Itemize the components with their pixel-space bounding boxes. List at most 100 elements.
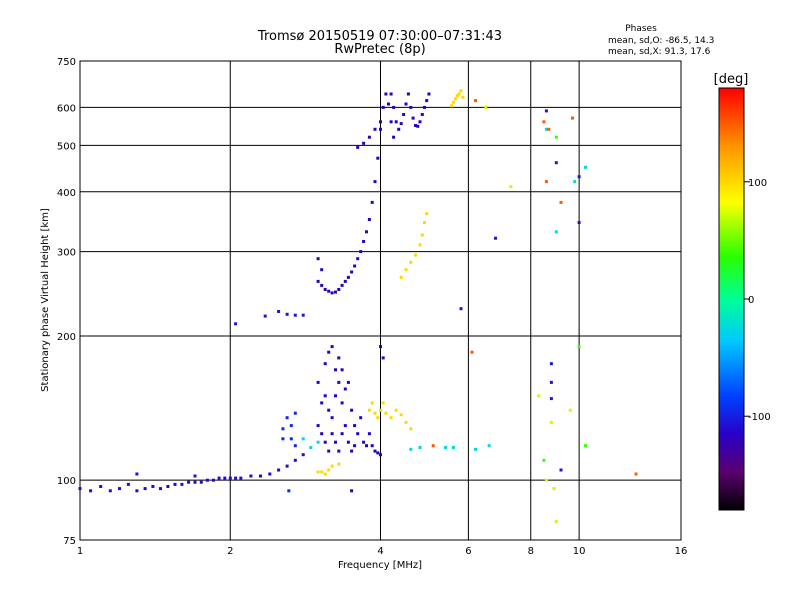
y-tick-label: 500	[57, 141, 76, 152]
data-point	[316, 424, 320, 428]
data-point	[544, 127, 548, 131]
data-point	[359, 250, 363, 254]
data-point	[159, 487, 162, 491]
data-point	[404, 102, 408, 106]
y-tick-label: 100	[57, 476, 76, 487]
data-point	[370, 444, 374, 448]
data-point	[397, 127, 401, 131]
data-point	[301, 453, 305, 457]
data-point	[337, 449, 341, 453]
data-point	[135, 489, 139, 493]
data-point	[474, 99, 477, 103]
data-point	[379, 345, 382, 349]
data-point	[399, 275, 403, 279]
data-point	[404, 268, 408, 272]
data-point	[544, 109, 548, 113]
data-point	[340, 368, 344, 372]
data-point	[289, 437, 293, 441]
data-point	[356, 432, 360, 436]
x-tick-label: 10	[573, 546, 586, 557]
data-point	[316, 380, 320, 384]
data-point	[327, 408, 331, 412]
data-point	[416, 124, 420, 128]
data-point	[78, 487, 82, 491]
data-point	[211, 478, 215, 482]
data-point	[461, 95, 465, 99]
data-point	[554, 519, 558, 523]
data-point	[402, 113, 406, 116]
data-point	[293, 444, 297, 448]
data-point	[268, 472, 272, 476]
data-point	[323, 288, 327, 291]
x-tick-label: 4	[377, 546, 383, 557]
x-tick-label: 8	[528, 546, 534, 557]
data-point	[277, 310, 281, 313]
data-point	[353, 424, 357, 428]
phase-info-x: mean, sd,X: 91.3, 17.6	[608, 47, 711, 57]
data-point	[316, 257, 320, 261]
data-point	[301, 437, 305, 441]
data-point	[320, 401, 324, 405]
data-point	[350, 489, 354, 493]
data-point	[367, 135, 371, 139]
y-tick-label: 750	[57, 57, 76, 68]
colorbar-ticks: 100 0 -100	[744, 178, 771, 423]
data-point	[455, 94, 459, 98]
data-point	[376, 451, 380, 455]
data-point	[263, 314, 267, 318]
data-point	[135, 472, 139, 476]
data-point	[340, 432, 344, 436]
data-point	[399, 413, 403, 417]
colorbar-label: [deg]	[714, 72, 749, 87]
data-point	[239, 476, 243, 480]
data-point	[376, 156, 380, 160]
data-point	[584, 444, 587, 448]
data-point	[330, 464, 334, 468]
data-point	[277, 468, 281, 472]
data-point	[343, 279, 347, 283]
data-point	[346, 380, 350, 384]
data-point	[327, 289, 331, 293]
data-point	[334, 394, 337, 398]
data-point	[316, 440, 320, 444]
data-point	[217, 476, 221, 480]
data-point	[384, 411, 388, 415]
data-point	[573, 180, 577, 184]
data-point	[373, 127, 377, 131]
data-point	[544, 180, 548, 184]
data-point	[223, 476, 227, 480]
data-point	[293, 411, 297, 415]
data-point	[340, 283, 344, 287]
data-point	[143, 487, 147, 491]
data-point	[353, 264, 357, 268]
data-point	[370, 401, 374, 405]
data-point	[389, 416, 393, 420]
data-point	[474, 447, 477, 451]
data-point	[459, 307, 463, 311]
data-point	[423, 105, 426, 109]
data-point	[346, 440, 350, 444]
data-point	[423, 221, 426, 224]
data-point	[406, 92, 410, 96]
data-point	[187, 480, 191, 484]
data-point	[384, 92, 388, 96]
data-point	[337, 288, 341, 291]
data-point	[373, 180, 377, 184]
data-point	[554, 135, 558, 139]
colorbar-tick-label: -100	[748, 412, 771, 423]
data-point	[453, 97, 457, 101]
data-point	[381, 105, 385, 109]
data-point	[559, 468, 563, 472]
data-point	[173, 482, 177, 486]
data-point	[559, 200, 563, 204]
data-point	[577, 345, 581, 349]
data-point	[293, 458, 297, 462]
colorbar-tick-label: 0	[748, 295, 754, 306]
chart-title: Tromsø 20150519 07:30:00–07:31:43	[257, 29, 502, 44]
data-point	[399, 122, 403, 126]
data-point	[359, 416, 363, 420]
data-point	[166, 485, 170, 488]
data-point	[350, 270, 354, 274]
data-points	[78, 89, 638, 523]
data-point	[577, 221, 581, 224]
